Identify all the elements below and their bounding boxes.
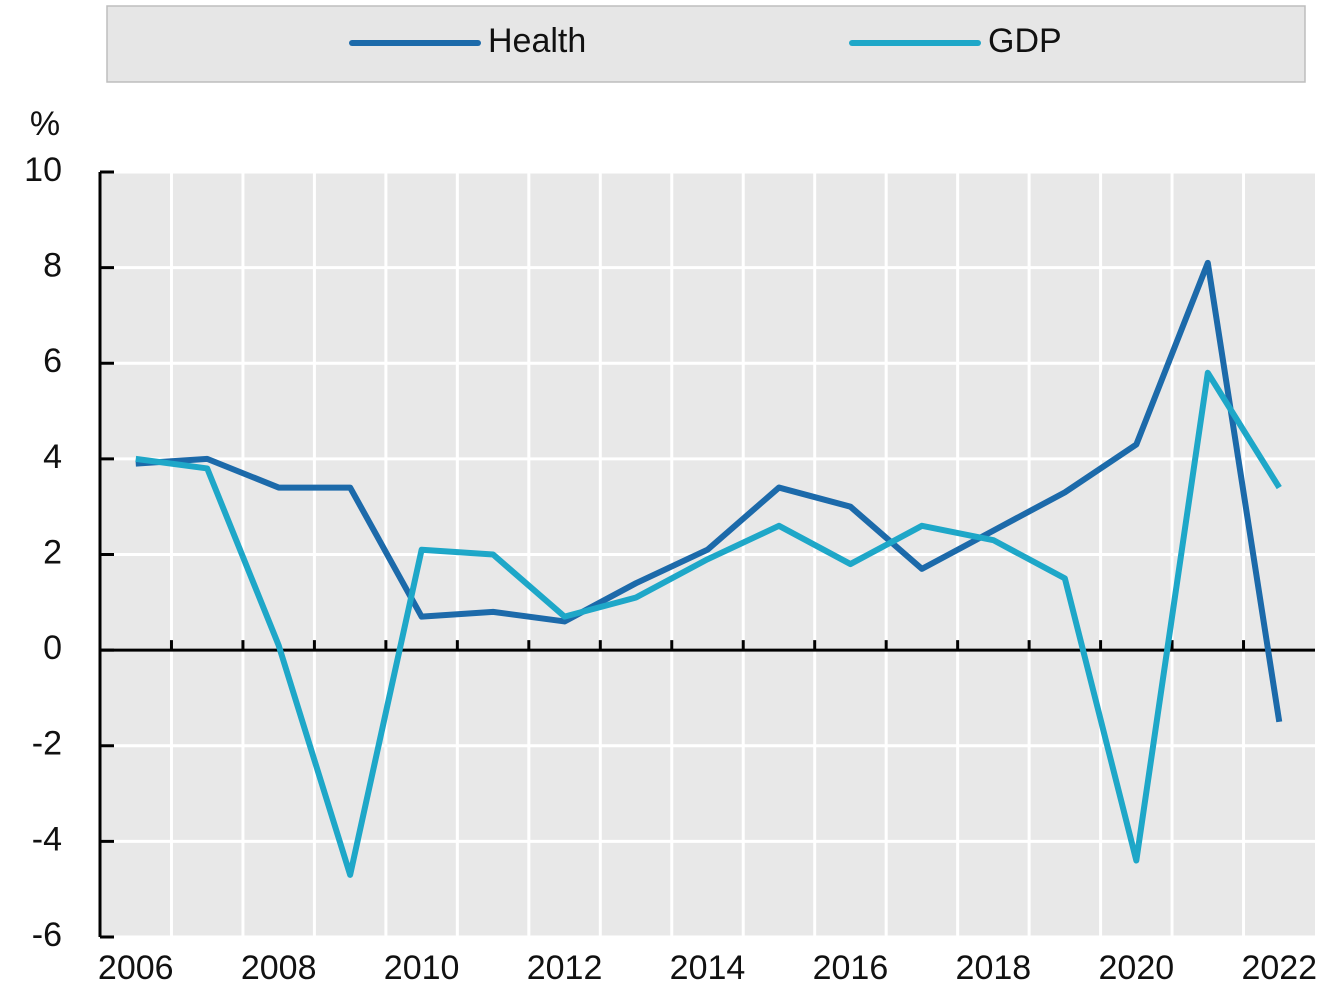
legend-label: GDP [988, 22, 1062, 60]
y-tick-label: 2 [43, 533, 62, 571]
x-tick-label: 2012 [527, 949, 603, 987]
y-tick-label: 8 [43, 247, 62, 285]
y-tick-label: 0 [43, 629, 62, 667]
line-health [135, 259, 1283, 723]
y-tick-label: -2 [32, 725, 62, 763]
x-tick-label: 2008 [241, 949, 317, 987]
x-tick-label: 2018 [956, 949, 1032, 987]
y-tick-label: 6 [43, 342, 62, 380]
y-axis-label: % [30, 105, 60, 143]
x-tick-label: 2014 [670, 949, 746, 987]
line-gdp [135, 369, 1282, 878]
x-tick-label: 2016 [813, 949, 889, 987]
x-tick-label: 2010 [384, 949, 460, 987]
legend-label: Health [488, 22, 586, 60]
legend-box [106, 5, 1306, 83]
y-tick-label: 4 [43, 438, 62, 476]
y-tick-label: 10 [24, 151, 62, 189]
y-tick-label: -4 [32, 820, 62, 858]
x-tick-label: 2020 [1099, 949, 1175, 987]
x-tick-label: 2006 [98, 949, 174, 987]
x-tick-label: 2022 [1241, 949, 1317, 987]
y-tick-label: -6 [32, 916, 62, 954]
